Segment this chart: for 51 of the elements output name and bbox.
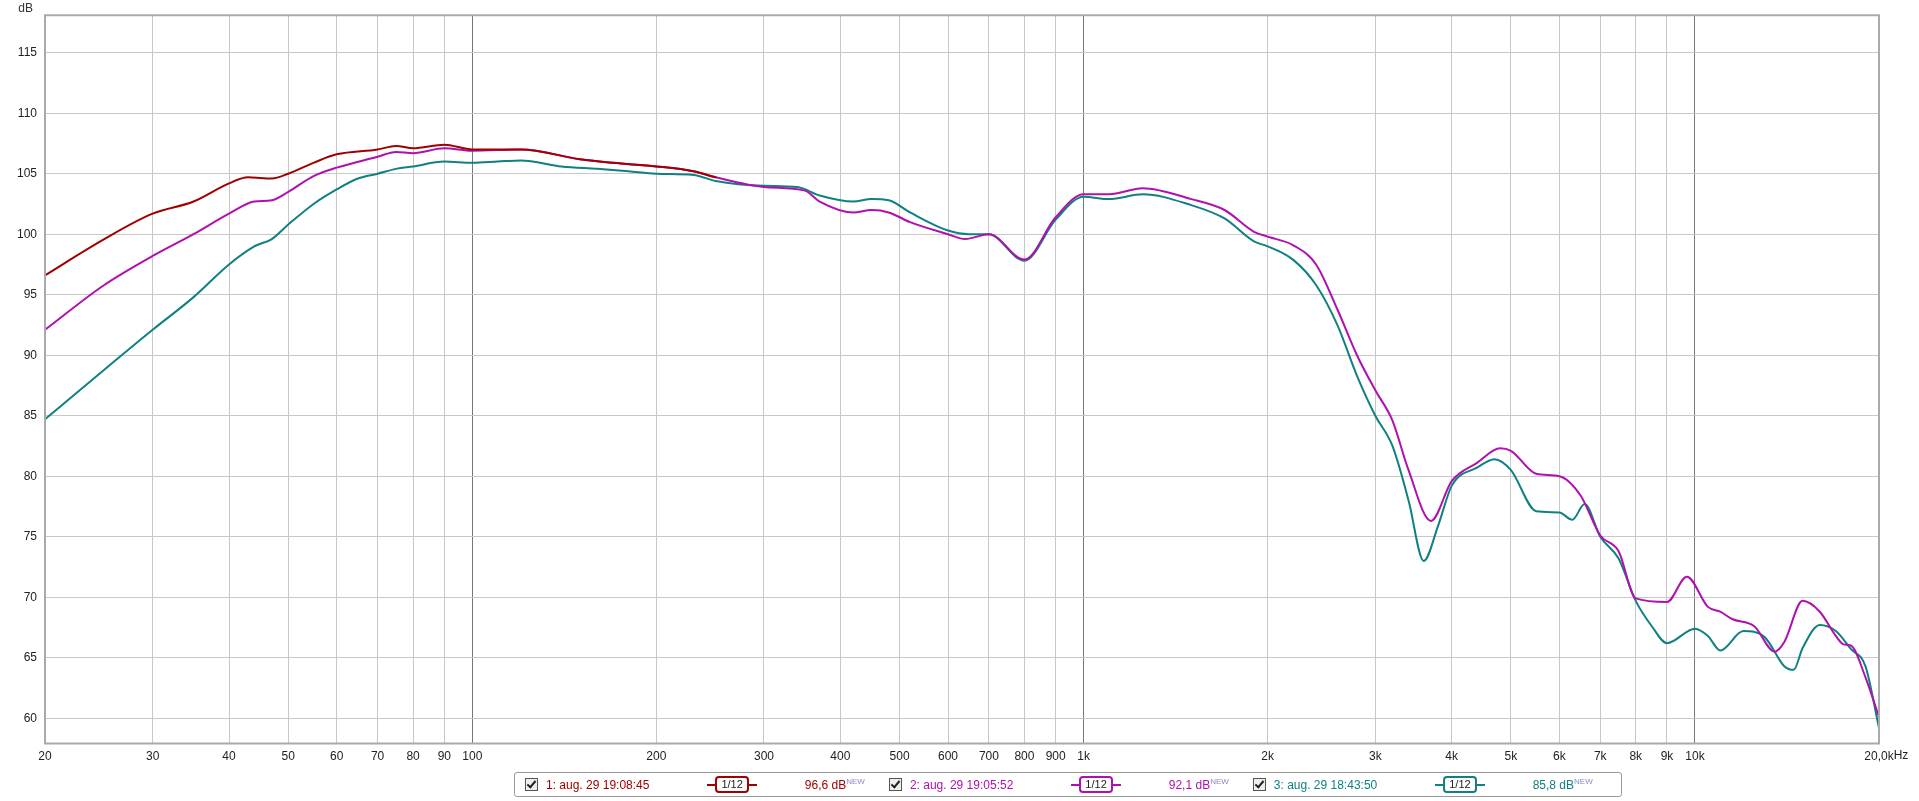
y-tick-label: 90 [23,347,38,362]
x-axis-title: Hz [1893,747,1909,762]
x-tick-label: 30 [145,749,160,764]
text: 92,1 dB$^{NEW}$ [1168,777,1229,792]
y-tick-label: 95 [23,287,38,302]
text: 96,6 dB$^{NEW}$ [804,777,865,792]
y-tick-label: 75 [23,529,38,544]
x-tick-label: 3k [1368,749,1383,764]
x-tick-label: 7k [1593,749,1608,764]
x-tick-label: 100 [462,749,483,764]
x-tick-label: 600 [938,749,959,764]
x-tick-label: 4k [1445,749,1460,764]
text: 85,8 dB$^{NEW}$ [1532,777,1593,792]
x-tick-label: 50 [281,749,296,764]
x-tick-label: 60 [330,749,344,764]
y-tick-label: 70 [23,589,38,604]
x-tick-label: 6k [1553,749,1567,764]
x-tick-label: 800 [1014,749,1035,764]
y-tick-label: 100 [16,226,38,241]
x-tick-label: 20 [38,749,52,764]
x-tick-label: 20,0k [1864,749,1895,764]
x-tick-label: 700 [978,749,1000,764]
x-tick-label: 8k [1629,749,1644,764]
y-tick-label: 60 [23,710,38,725]
text: 3: aug. 29 18:43:50 [1273,777,1378,792]
y-tick-label: 65 [23,650,38,664]
x-tick-label: 90 [437,749,452,764]
x-tick-label: 2k [1261,749,1275,764]
x-tick-label: 70 [370,749,385,764]
y-tick-label: 85 [23,408,38,423]
x-tick-label: 40 [222,749,237,764]
y-tick-label: 110 [17,105,38,120]
y-tick-label: 105 [16,166,38,181]
x-tick-label: 200 [646,749,667,764]
y-axis-title: dB [18,0,33,15]
x-tick-label: 300 [753,749,775,764]
x-tick-label: 10k [1685,749,1706,764]
x-tick-label: 400 [830,749,851,764]
x-tick-label: 9k [1660,749,1675,764]
text: 1/12 [1079,776,1113,793]
x-tick-label: 5k [1504,749,1519,764]
x-tick-label: 1k [1077,749,1091,764]
y-tick-label: 80 [23,468,38,483]
text: 1: aug. 29 19:08:45 [546,777,650,792]
x-tick-label: 900 [1045,749,1066,764]
text: 2: aug. 29 19:05:52 [909,777,1014,792]
text: 1/12 [1443,776,1477,793]
text: 1/12 [715,776,749,793]
x-tick-label: 80 [406,749,421,764]
y-tick-label: 115 [17,45,38,60]
x-tick-label: 500 [889,749,910,764]
